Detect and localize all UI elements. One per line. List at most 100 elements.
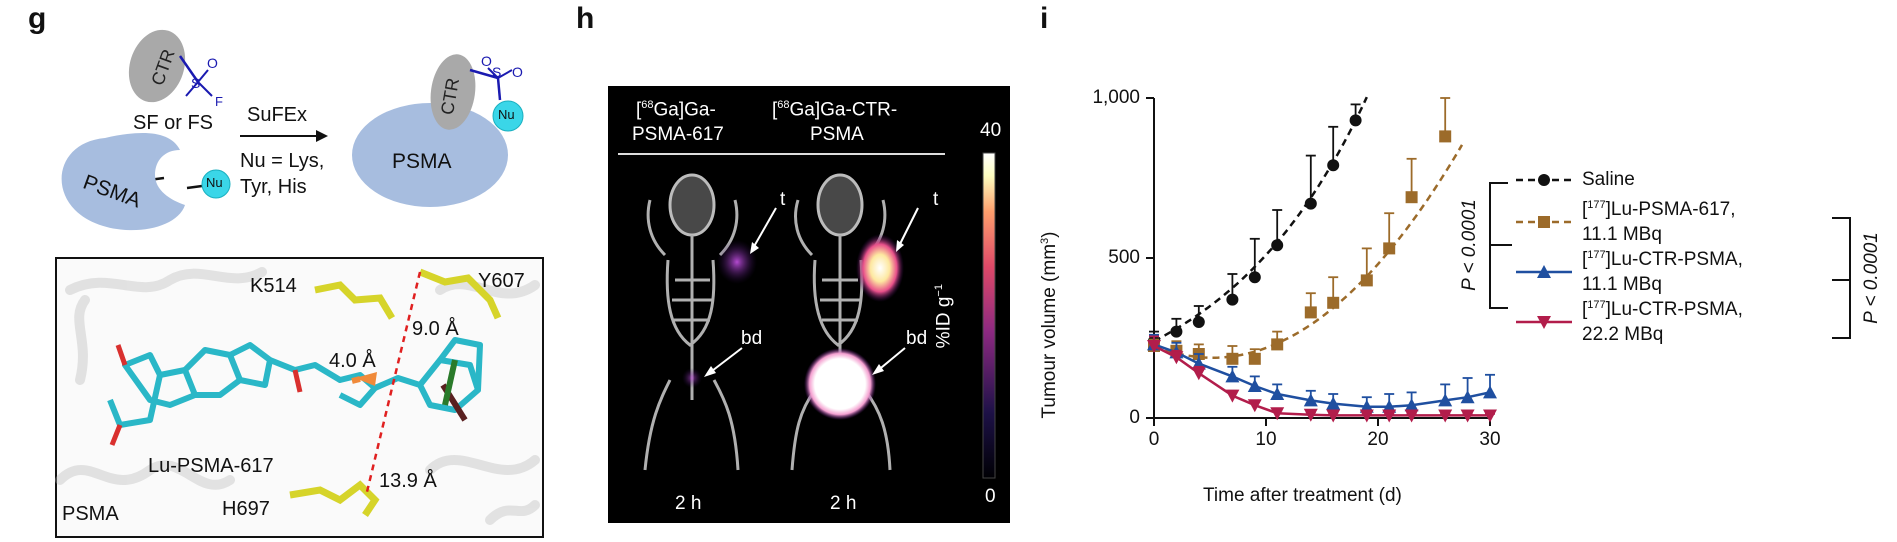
- data-point-saline: [1304, 197, 1317, 210]
- colorbar-min: 0: [985, 486, 996, 507]
- data-point-ctr222: [1483, 409, 1497, 423]
- data-point-saline: [1192, 316, 1205, 328]
- mouse-skeleton-2: [790, 173, 892, 471]
- x-tick-label: 0: [1148, 429, 1160, 450]
- f-atom-left: F: [215, 94, 223, 109]
- legend-label-ctr222: 22.2 MBq: [1582, 324, 1664, 345]
- panel-letter-g: g: [28, 2, 47, 35]
- data-point-saline: [1226, 293, 1239, 306]
- agent2-label-line1: [68Ga]Ga-CTR-: [772, 99, 898, 121]
- data-point-psma617: [1439, 130, 1452, 143]
- p-value-left: P < 0.0001: [1459, 199, 1480, 291]
- bladder-signal: [804, 348, 876, 420]
- distance-line: [364, 271, 422, 497]
- x-tick-label: 10: [1255, 429, 1277, 450]
- agent1-label-line1: [68Ga]Ga-: [636, 99, 716, 121]
- data-point-ctr222: [1326, 409, 1341, 423]
- nu-label-right: Nu: [498, 107, 515, 122]
- data-point-ctr111: [1326, 396, 1341, 410]
- data-point-ctr222: [1169, 351, 1184, 365]
- legend-label-psma617: [177]Lu-PSMA-617,: [1582, 198, 1736, 221]
- y-tick-label: 1,000: [1092, 87, 1140, 108]
- residue-label-k514: K514: [250, 275, 297, 297]
- legend-label-psma617: 11.1 MBq: [1582, 224, 1662, 245]
- data-point-ctr111: [1303, 393, 1318, 407]
- data-point-psma617: [1226, 352, 1239, 365]
- data-point-psma617: [1271, 338, 1284, 351]
- data-point-psma617: [1304, 306, 1317, 319]
- ctr-blob-right: [430, 54, 476, 130]
- sf-or-fs-label: SF or FS: [133, 112, 214, 134]
- psma-structure-label: PSMA: [62, 503, 119, 525]
- sufex-label: SuFEx: [247, 104, 308, 126]
- agent2-label-line2: PSMA: [810, 124, 864, 145]
- data-point-saline: [1170, 325, 1183, 338]
- x-axis-label: Time after treatment (d): [1203, 485, 1402, 506]
- data-point-ctr222: [1303, 408, 1318, 422]
- panel-g-figure: [55, 29, 544, 538]
- data-point-ctr222: [1460, 409, 1475, 423]
- data-point-ctr222: [1147, 340, 1161, 353]
- series-line-ctr222: [1153, 344, 1490, 417]
- residue-h697: [289, 480, 380, 517]
- data-point-ctr111: [1404, 398, 1419, 412]
- legend-marker-psma617: [1538, 216, 1550, 228]
- panel-letter-h: h: [576, 2, 595, 35]
- data-point-ctr111: [1270, 387, 1285, 400]
- data-point-ctr111: [1225, 369, 1240, 383]
- bladder-label-1: bd: [741, 328, 763, 349]
- time-label-2: 2 h: [830, 493, 857, 514]
- arrow-bd-1: [707, 347, 743, 375]
- o-atom-left: O: [207, 55, 218, 71]
- nu-circle-left: [201, 169, 231, 199]
- data-point-psma617: [1248, 352, 1261, 365]
- data-point-ctr222: [1191, 367, 1206, 381]
- residue-label-y607: Y607: [478, 270, 525, 292]
- legend-marker-saline: [1538, 174, 1550, 186]
- nu-condition-line2: Tyr, His: [240, 176, 307, 198]
- mouse-skeleton-1: [643, 173, 740, 471]
- time-label-1: 2 h: [675, 493, 702, 514]
- legend-label-ctr222: [177]Lu-CTR-PSMA,: [1582, 298, 1743, 321]
- orange-arrow: [355, 372, 377, 386]
- data-point-ctr222: [1404, 409, 1419, 423]
- series-line-ctr111: [1153, 343, 1491, 409]
- tumour-label-1: t: [780, 189, 786, 210]
- data-point-saline: [1327, 159, 1340, 172]
- tumour-signal-1: [717, 240, 757, 284]
- data-point-ctr111: [1460, 390, 1475, 404]
- y-tick-label: 0: [1129, 407, 1140, 428]
- legend-label-saline: Saline: [1582, 169, 1635, 190]
- s-atom-right: S: [492, 64, 502, 80]
- data-point-psma617: [1327, 296, 1340, 309]
- pet-image-background: [608, 86, 1010, 523]
- data-point-ctr222: [1247, 399, 1262, 413]
- arrow-t-1: [751, 207, 777, 251]
- psma-label-right: PSMA: [392, 150, 452, 173]
- data-point-ctr111: [1483, 385, 1497, 399]
- tumour-signal-2: [856, 234, 904, 302]
- panel-letter-i: i: [1040, 2, 1049, 35]
- residue-y607: [418, 268, 502, 320]
- legend-marker-ctr111: [1537, 265, 1551, 278]
- y-tick-label: 500: [1108, 247, 1140, 268]
- bladder-label-2: bd: [906, 328, 928, 349]
- data-point-psma617: [1383, 242, 1396, 255]
- data-point-ctr111: [1438, 393, 1453, 407]
- residue-k514: [314, 281, 396, 320]
- x-tick-label: 30: [1479, 429, 1501, 450]
- ctr-blob: [128, 29, 186, 103]
- tumour-label-2: t: [933, 189, 939, 210]
- distance-4-0: 4.0 Å: [329, 350, 376, 372]
- ctr-bond: [178, 55, 200, 83]
- series-line-psma617: [1153, 144, 1464, 359]
- y-axis-label: Tumour volume (mm3): [1038, 231, 1061, 419]
- data-point-ctr111: [1247, 379, 1262, 392]
- residue-label-h697: H697: [222, 498, 270, 520]
- legend-label-ctr111: [177]Lu-CTR-PSMA,: [1582, 248, 1743, 271]
- distance-13-9: 13.9 Å: [379, 470, 437, 492]
- protein-ribbon: [55, 267, 540, 525]
- data-point-ctr222: [1270, 407, 1285, 421]
